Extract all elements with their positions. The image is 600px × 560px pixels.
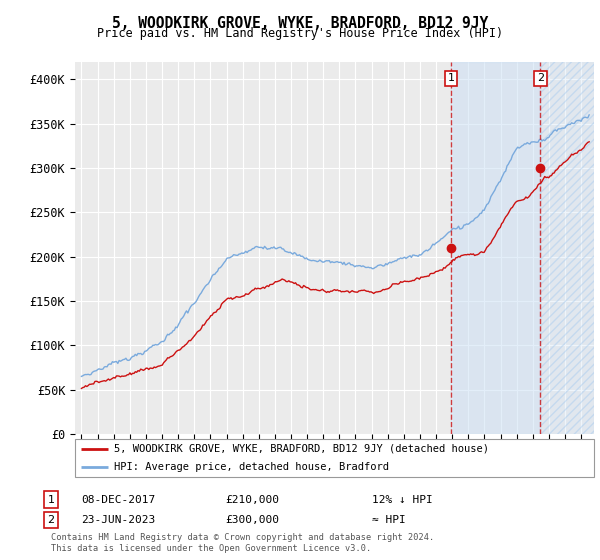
Text: 1: 1 <box>47 494 55 505</box>
Text: 23-JUN-2023: 23-JUN-2023 <box>81 515 155 525</box>
Text: 08-DEC-2017: 08-DEC-2017 <box>81 494 155 505</box>
Text: 1: 1 <box>448 73 454 83</box>
Text: Price paid vs. HM Land Registry's House Price Index (HPI): Price paid vs. HM Land Registry's House … <box>97 27 503 40</box>
Text: ≈ HPI: ≈ HPI <box>372 515 406 525</box>
Bar <box>451 62 541 434</box>
Bar <box>541 62 594 434</box>
Text: 12% ↓ HPI: 12% ↓ HPI <box>372 494 433 505</box>
Text: £300,000: £300,000 <box>225 515 279 525</box>
Text: 5, WOODKIRK GROVE, WYKE, BRADFORD, BD12 9JY: 5, WOODKIRK GROVE, WYKE, BRADFORD, BD12 … <box>112 16 488 31</box>
Bar <box>541 62 594 434</box>
Text: This data is licensed under the Open Government Licence v3.0.: This data is licensed under the Open Gov… <box>51 544 371 553</box>
Text: 2: 2 <box>537 73 544 83</box>
Text: 5, WOODKIRK GROVE, WYKE, BRADFORD, BD12 9JY (detached house): 5, WOODKIRK GROVE, WYKE, BRADFORD, BD12 … <box>114 444 489 454</box>
Text: 2: 2 <box>47 515 55 525</box>
Text: Contains HM Land Registry data © Crown copyright and database right 2024.: Contains HM Land Registry data © Crown c… <box>51 533 434 542</box>
Text: £210,000: £210,000 <box>225 494 279 505</box>
Text: HPI: Average price, detached house, Bradford: HPI: Average price, detached house, Brad… <box>114 462 389 472</box>
